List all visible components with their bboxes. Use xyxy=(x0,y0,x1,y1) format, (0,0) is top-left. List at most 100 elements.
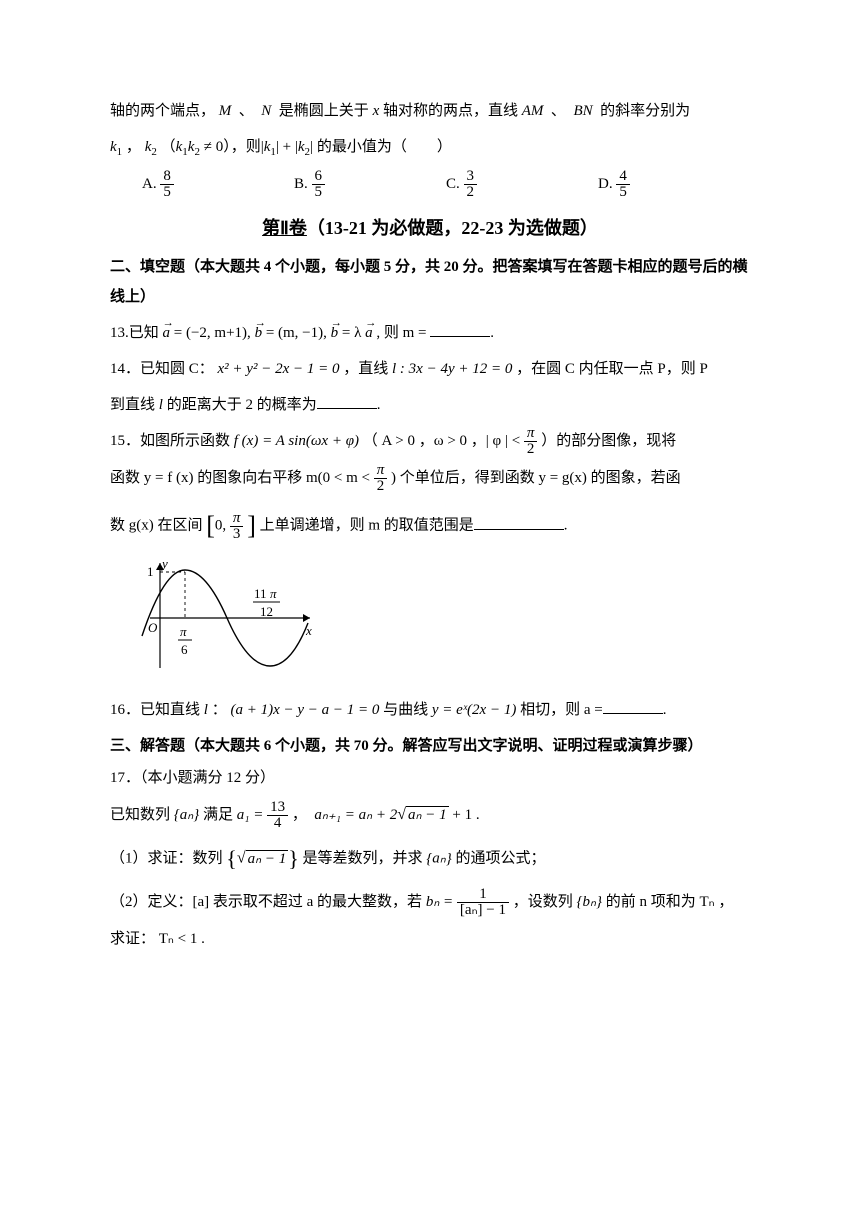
post: 相切，则 a = xyxy=(520,702,603,718)
text: 轴的两个端点， xyxy=(110,103,215,119)
end: . xyxy=(564,518,568,534)
q15-line2: 函数 y = f (x) 的图象向右平移 m(0 < m < π2 ) 个单位后… xyxy=(110,463,750,494)
text: 的斜率分别为 xyxy=(600,103,690,119)
blank xyxy=(603,700,663,715)
den: 5 xyxy=(616,184,630,200)
title-main: 第Ⅱ卷 xyxy=(262,218,307,238)
seq-an: aₙ xyxy=(174,807,199,823)
choice-C: C. 32 xyxy=(446,169,598,200)
bn-lhs: bₙ = xyxy=(426,894,457,910)
mid: 是等差数列，并求 xyxy=(303,851,423,867)
recur-end: + 1 . xyxy=(452,807,479,823)
q16: 16．已知直线 l ： (a + 1)x − y − a − 1 = 0 与曲线… xyxy=(110,695,750,725)
var-x: x xyxy=(373,103,380,119)
prefix: 13.已知 xyxy=(110,325,159,341)
q12-choices: A. 85 B. 65 C. 32 D. 45 xyxy=(110,169,750,200)
a-expr: = (−2, m+1), xyxy=(174,325,255,341)
q14-line2: 到直线 l 的距离大于 2 的概率为. xyxy=(110,390,750,420)
mid: 满足 xyxy=(203,807,237,823)
q15-line3: 数 g(x) 在区间 [0, π3 ] 上单调递增，则 m 的取值范围是. xyxy=(110,500,750,552)
var-BN: BN xyxy=(573,103,592,119)
l: l xyxy=(204,702,208,718)
page-content: 轴的两个端点， M 、 N 是椭圆上关于 x 轴对称的两点，直线 AM 、 BN… xyxy=(0,0,860,1000)
label-C: C. xyxy=(446,176,460,192)
mid: 与曲线 xyxy=(383,702,432,718)
text: ），则 xyxy=(223,139,261,155)
peak-x-num: π xyxy=(180,624,187,639)
prefix: 14．已知圆 C： xyxy=(110,361,214,377)
seq-bn: bₙ xyxy=(577,894,602,910)
cond: （ A > 0 ，ω > 0 ，| φ | < xyxy=(363,433,524,449)
sqrt: aₙ − 1 xyxy=(406,806,449,823)
b-expr: = (m, −1), xyxy=(266,325,331,341)
text: 、 xyxy=(551,103,566,119)
zero-x-num-11: 11 xyxy=(254,586,267,601)
seq-an: aₙ xyxy=(426,851,451,867)
text: （ xyxy=(161,139,176,155)
x-axis-label: x xyxy=(305,623,312,638)
line-expr: (a + 1)x − y − a − 1 = 0 xyxy=(230,702,379,718)
q17-body: 已知数列 aₙ 满足 a₁ = 134 ， aₙ₊₁ = aₙ + 2√aₙ −… xyxy=(110,799,750,831)
mid: ，设数列 xyxy=(513,894,573,910)
blank xyxy=(317,395,377,410)
two: 2 xyxy=(524,441,538,457)
post: 的距离大于 2 的概率为 xyxy=(167,397,317,413)
den: [aₙ] − 1 xyxy=(457,902,509,918)
vec-b: b xyxy=(255,318,263,348)
text: 、 xyxy=(239,103,254,119)
prefix: 16．已知直线 xyxy=(110,702,204,718)
q17-part2: （2）定义：[a] 表示取不超过 a 的最大整数，若 bₙ = 1[aₙ] − … xyxy=(110,887,750,918)
sqrt: aₙ − 1 xyxy=(246,850,289,867)
mid2: ，在圆 C 内任取一点 P，则 P xyxy=(516,361,708,377)
post: 的前 n 项和为 Tₙ ， xyxy=(606,894,734,910)
label-A: A. xyxy=(142,176,157,192)
q14-line1: 14．已知圆 C： x² + y² − 2x − 1 = 0 ，直线 l : 3… xyxy=(110,354,750,384)
end: . xyxy=(663,702,667,718)
q17-header: 17．（本小题满分 12 分） xyxy=(110,763,750,793)
zero-x-den: 12 xyxy=(260,604,273,619)
text: 是椭圆上关于 xyxy=(279,103,369,119)
y-axis-label: y xyxy=(160,558,168,571)
l: l xyxy=(159,397,163,413)
end: . xyxy=(377,397,381,413)
q12-line1: 轴的两个端点， M 、 N 是椭圆上关于 x 轴对称的两点，直线 AM 、 BN… xyxy=(110,96,750,126)
choice-B: B. 65 xyxy=(294,169,446,200)
line-expr: : 3x − 4y + 12 = 0 xyxy=(400,361,512,377)
peak-x-den: 6 xyxy=(181,642,188,657)
sine-graph-svg: 1 O y x π 6 11 π 12 xyxy=(130,558,320,678)
y-peak-label: 1 xyxy=(147,564,154,579)
line-l: l xyxy=(392,361,396,377)
colon: ： xyxy=(212,702,227,718)
label-B: B. xyxy=(294,176,308,192)
post: 上单调递增，则 m 的取值范围是 xyxy=(260,518,474,534)
a1-lhs: a₁ = xyxy=(237,807,267,823)
fx: f (x) = A sin(ωx + φ) xyxy=(234,433,359,449)
circle-eq: x² + y² − 2x − 1 = 0 xyxy=(218,361,340,377)
choice-A: A. 85 xyxy=(142,169,294,200)
pre: 15．如图所示函数 xyxy=(110,433,234,449)
vec-a: a xyxy=(163,318,171,348)
title-sub: （13-21 为必做题，22-23 为选做题） xyxy=(307,218,598,238)
q17-part1: （1）求证：数列 {√aₙ − 1} 是等差数列，并求 aₙ 的通项公式； xyxy=(110,837,750,881)
text: 轴对称的两点，直线 xyxy=(383,103,518,119)
end: 的通项公式； xyxy=(456,851,546,867)
pre: 函数 y = f (x) 的图象向右平移 m(0 < m < xyxy=(110,470,374,486)
comma: ， xyxy=(292,807,307,823)
mid: ，直线 xyxy=(343,361,392,377)
curve: y = eˣ(2x − 1) xyxy=(432,702,516,718)
q15-graph: 1 O y x π 6 11 π 12 xyxy=(130,558,750,689)
var-M: M xyxy=(219,103,232,119)
choice-D: D. 45 xyxy=(598,169,750,200)
vec-a2: a xyxy=(365,318,373,348)
num: 13 xyxy=(267,800,288,815)
pi: π xyxy=(374,463,388,478)
vec-b2: b xyxy=(331,318,339,348)
num: 1 xyxy=(457,887,509,902)
pi: π xyxy=(230,511,244,526)
cond-end: ）的部分图像，现将 xyxy=(541,433,676,449)
num: 8 xyxy=(160,169,174,184)
rel: = λ xyxy=(342,325,361,341)
var-N: N xyxy=(261,103,271,119)
num: 3 xyxy=(464,169,478,184)
label-D: D. xyxy=(598,176,613,192)
